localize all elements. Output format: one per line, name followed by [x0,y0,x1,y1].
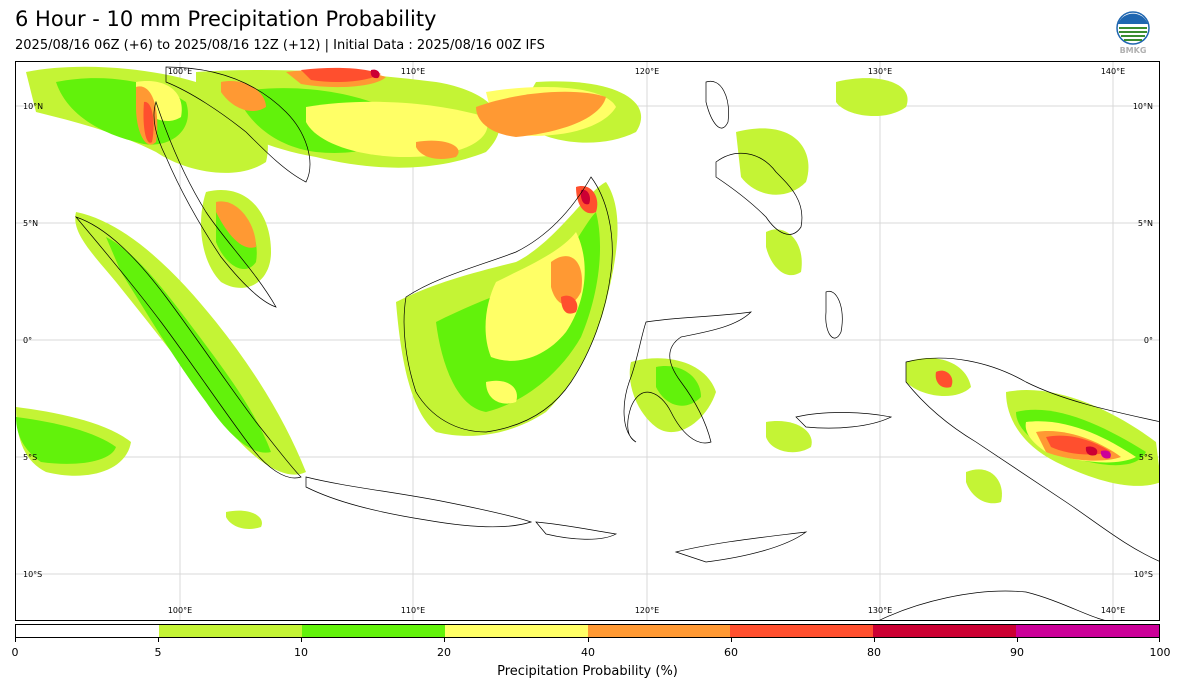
lon-label-bottom-100: 100°E [168,606,192,615]
colorbar-tick-label: 90 [1010,646,1024,659]
coast-halmahera [825,290,843,339]
lon-labels-bottom: 100°E 110°E 120°E 130°E 140°E [168,606,1125,615]
coast-borneo [403,176,613,433]
colorbar-segment-0 [16,625,159,637]
lon-label-top-120: 120°E [635,67,659,76]
lon-label-bottom-130: 130°E [868,606,892,615]
lat-labels-left: 10°N 5°N 0° 5°S 10°S [23,102,43,579]
colorbar-title: Precipitation Probability (%) [497,664,678,679]
lat-label-left-5s: 5°S [23,453,37,462]
coast-timor [674,531,808,563]
colorbar-tick-mark [588,638,589,642]
map-panel: 100°E 110°E 120°E 130°E 140°E 100°E 110°… [15,61,1160,621]
colorbar-tick-mark [1159,638,1160,642]
colorbar-tick-mark [444,638,445,642]
coast-sumatra [74,216,302,479]
colorbar-tick-label: 10 [294,646,308,659]
colorbar-segment-3 [444,625,588,637]
bmkg-logo: BMKG [1114,11,1152,55]
lon-label-bottom-120: 120°E [635,606,659,615]
lon-label-top-100: 100°E [168,67,192,76]
coast-new-guinea [905,357,1159,562]
colorbar-segment-2 [301,625,445,637]
colorbar-segment-6 [873,625,1017,637]
lat-label-right-10n: 10°N [1133,102,1153,111]
colorbar-tick-mark [158,638,159,642]
colorbar-tick-label: 100 [1149,646,1171,659]
precip-field-80-90 [370,69,1098,456]
chart-subtitle: 2025/08/16 06Z (+6) to 2025/08/16 12Z (+… [15,38,545,53]
colorbar-segment-4 [587,625,731,637]
logo-text: BMKG [1120,46,1147,55]
lon-label-top-110: 110°E [401,67,425,76]
colorbar [15,624,1160,638]
colorbar-tick-label: 40 [581,646,595,659]
colorbar-tick-label: 80 [867,646,881,659]
lat-labels-right: 10°N 5°N 0° 5°S 10°S [1133,102,1153,579]
coast-australia [879,590,1106,620]
coast-java [305,476,533,528]
lat-label-right-5s: 5°S [1139,453,1153,462]
lon-labels-top: 100°E 110°E 120°E 130°E 140°E [168,67,1125,76]
colorbar-ticks: 0 5 10 20 40 60 80 90 100 [11,638,1171,659]
lat-label-left-10n: 10°N [23,102,43,111]
colorbar-segment-7 [1016,625,1159,637]
coast-bali-lombok [535,521,618,540]
lat-label-right-0: 0° [1144,336,1153,345]
lon-label-bottom-140: 140°E [1101,606,1125,615]
coast-seram [795,412,893,429]
coast-luzon [705,80,729,129]
colorbar-tick-mark [15,638,16,642]
coastlines [74,66,1159,620]
map-canvas: 100°E 110°E 120°E 130°E 140°E 100°E 110°… [16,62,1159,620]
chart-title: 6 Hour - 10 mm Precipitation Probability [15,7,437,31]
precip-field-90-100 [1100,450,1111,459]
coast-indochina [165,66,311,183]
lat-label-right-10s: 10°S [1134,570,1153,579]
coast-sulawesi [623,311,752,444]
colorbar-tick-label: 60 [724,646,738,659]
colorbar-tick-label: 0 [11,646,19,659]
colorbar-tick-mark [731,638,732,642]
lat-label-left-5n: 5°N [23,219,38,228]
lon-label-top-130: 130°E [868,67,892,76]
colorbar-tick-label: 20 [437,646,451,659]
colorbar-tick-mark [1017,638,1018,642]
colorbar-tick-label: 5 [154,646,162,659]
lat-label-left-0: 0° [23,336,32,345]
lat-label-left-10s: 10°S [23,570,42,579]
colorbar-segment-1 [158,625,302,637]
lat-label-right-5n: 5°N [1138,219,1153,228]
lon-label-bottom-110: 110°E [401,606,425,615]
coast-malay-peninsula [153,100,277,308]
colorbar-tick-mark [874,638,875,642]
lon-label-top-140: 140°E [1101,67,1125,76]
coast-philippines [715,153,803,235]
colorbar-tick-mark [301,638,302,642]
colorbar-segment-5 [730,625,874,637]
